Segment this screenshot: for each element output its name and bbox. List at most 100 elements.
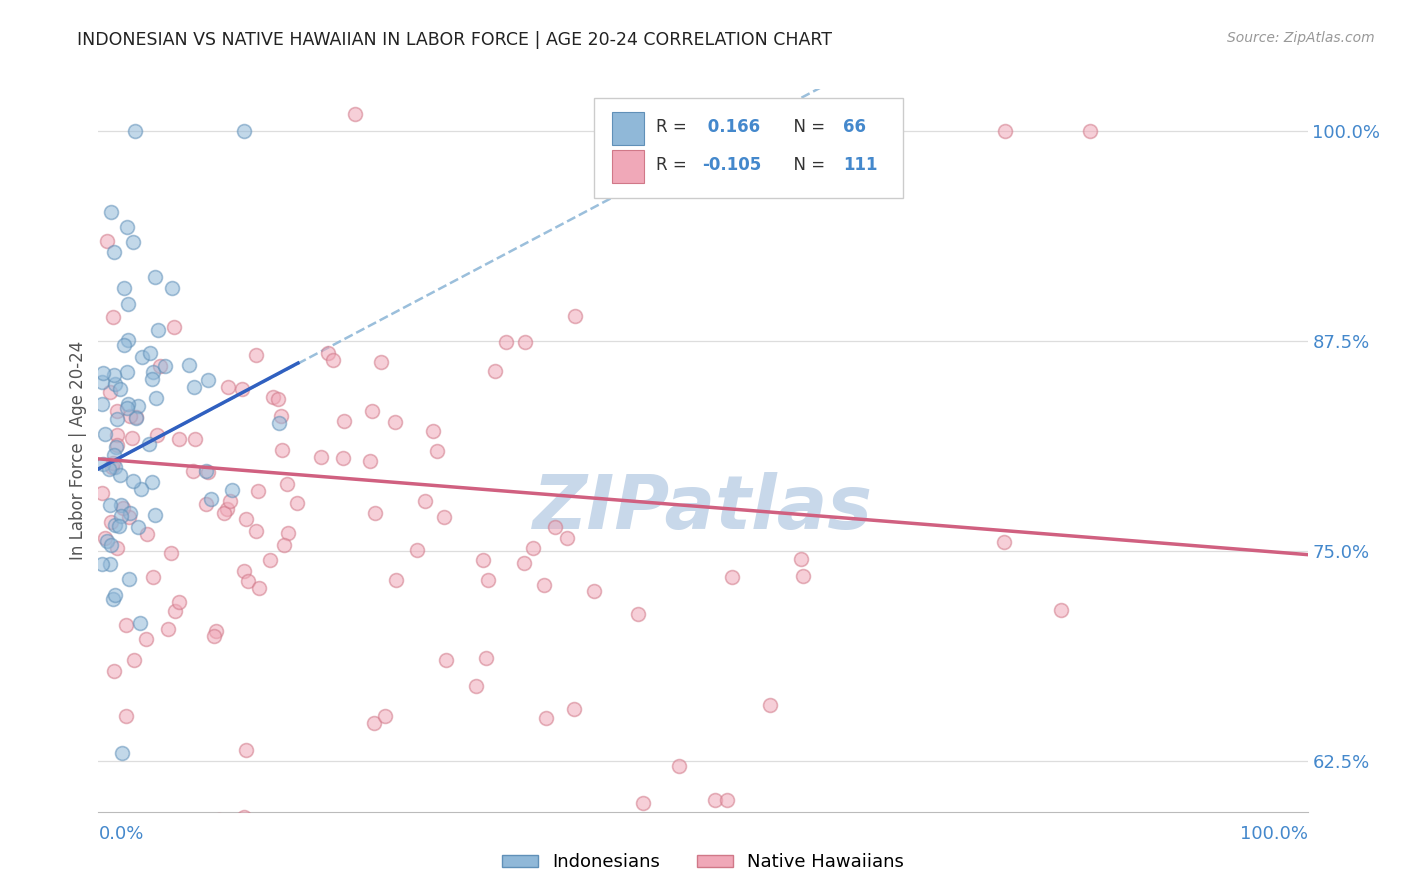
Text: INDONESIAN VS NATIVE HAWAIIAN IN LABOR FORCE | AGE 20-24 CORRELATION CHART: INDONESIAN VS NATIVE HAWAIIAN IN LABOR F… [77, 31, 832, 49]
Text: 0.166: 0.166 [702, 118, 759, 136]
Point [232, 810, 254, 824]
Point [94, 426, 117, 441]
Point [183, 380, 205, 394]
Point [1050, 603, 1073, 617]
Point [110, 509, 132, 524]
Point [333, 414, 356, 428]
Point [121, 431, 143, 445]
Point [146, 428, 169, 442]
Point [422, 424, 444, 438]
Point [513, 335, 536, 350]
Point [153, 359, 176, 373]
Point [105, 427, 128, 442]
Point [208, 813, 231, 827]
Point [160, 281, 183, 295]
Point [91, 557, 114, 571]
Point [122, 653, 145, 667]
Point [533, 578, 555, 592]
Point [104, 376, 127, 391]
Point [259, 553, 281, 567]
Point [426, 444, 449, 458]
Point [235, 511, 257, 525]
Point [721, 569, 744, 583]
Point [247, 483, 270, 498]
Point [433, 510, 456, 524]
Point [484, 364, 506, 378]
Point [790, 552, 813, 566]
Point [143, 508, 166, 523]
Point [157, 622, 180, 636]
Point [271, 443, 294, 458]
Point [127, 519, 149, 533]
Point [103, 310, 125, 324]
Point [716, 793, 738, 807]
Point [273, 538, 295, 552]
Point [105, 441, 128, 455]
Point [103, 518, 125, 533]
Point [125, 411, 148, 425]
Point [564, 702, 586, 716]
Point [103, 448, 125, 462]
Point [115, 220, 138, 235]
Text: Source: ZipAtlas.com: Source: ZipAtlas.com [1227, 31, 1375, 45]
Point [465, 679, 488, 693]
Text: 100.0%: 100.0% [1240, 825, 1308, 843]
Point [472, 553, 495, 567]
Point [405, 543, 427, 558]
Point [100, 515, 122, 529]
Point [98, 498, 121, 512]
Point [103, 588, 125, 602]
Point [195, 497, 218, 511]
Point [232, 124, 254, 138]
Point [141, 570, 163, 584]
Point [141, 475, 163, 489]
Text: N =: N = [783, 118, 830, 136]
Point [177, 358, 200, 372]
Point [107, 412, 129, 426]
Point [112, 338, 135, 352]
Point [103, 665, 125, 679]
Point [233, 565, 256, 579]
Point [495, 334, 517, 349]
Point [117, 296, 139, 310]
Point [112, 281, 135, 295]
Legend: Indonesians, Native Hawaiians: Indonesians, Native Hawaiians [495, 847, 911, 879]
Point [245, 348, 267, 362]
Point [197, 373, 219, 387]
Text: N =: N = [783, 156, 830, 174]
Point [138, 346, 160, 360]
Point [120, 506, 142, 520]
Point [122, 474, 145, 488]
Point [385, 574, 408, 588]
Point [475, 651, 498, 665]
Point [101, 591, 124, 606]
Point [118, 572, 141, 586]
Point [555, 531, 578, 545]
Point [668, 759, 690, 773]
Point [96, 534, 118, 549]
Point [522, 541, 544, 555]
Point [101, 459, 124, 474]
Point [994, 124, 1017, 138]
Point [318, 345, 340, 359]
Point [100, 538, 122, 552]
Point [135, 527, 157, 541]
Point [221, 483, 243, 497]
Point [993, 535, 1015, 549]
Point [276, 477, 298, 491]
Point [145, 391, 167, 405]
Point [215, 501, 238, 516]
Point [792, 569, 814, 583]
Point [128, 615, 150, 630]
Text: 111: 111 [844, 156, 877, 174]
Point [200, 492, 222, 507]
Point [332, 450, 354, 465]
Point [477, 573, 499, 587]
Point [159, 546, 181, 560]
Text: ZIPatlas: ZIPatlas [533, 472, 873, 545]
Point [108, 468, 131, 483]
Point [434, 653, 457, 667]
Point [105, 404, 128, 418]
Point [149, 359, 172, 373]
Point [103, 368, 125, 383]
